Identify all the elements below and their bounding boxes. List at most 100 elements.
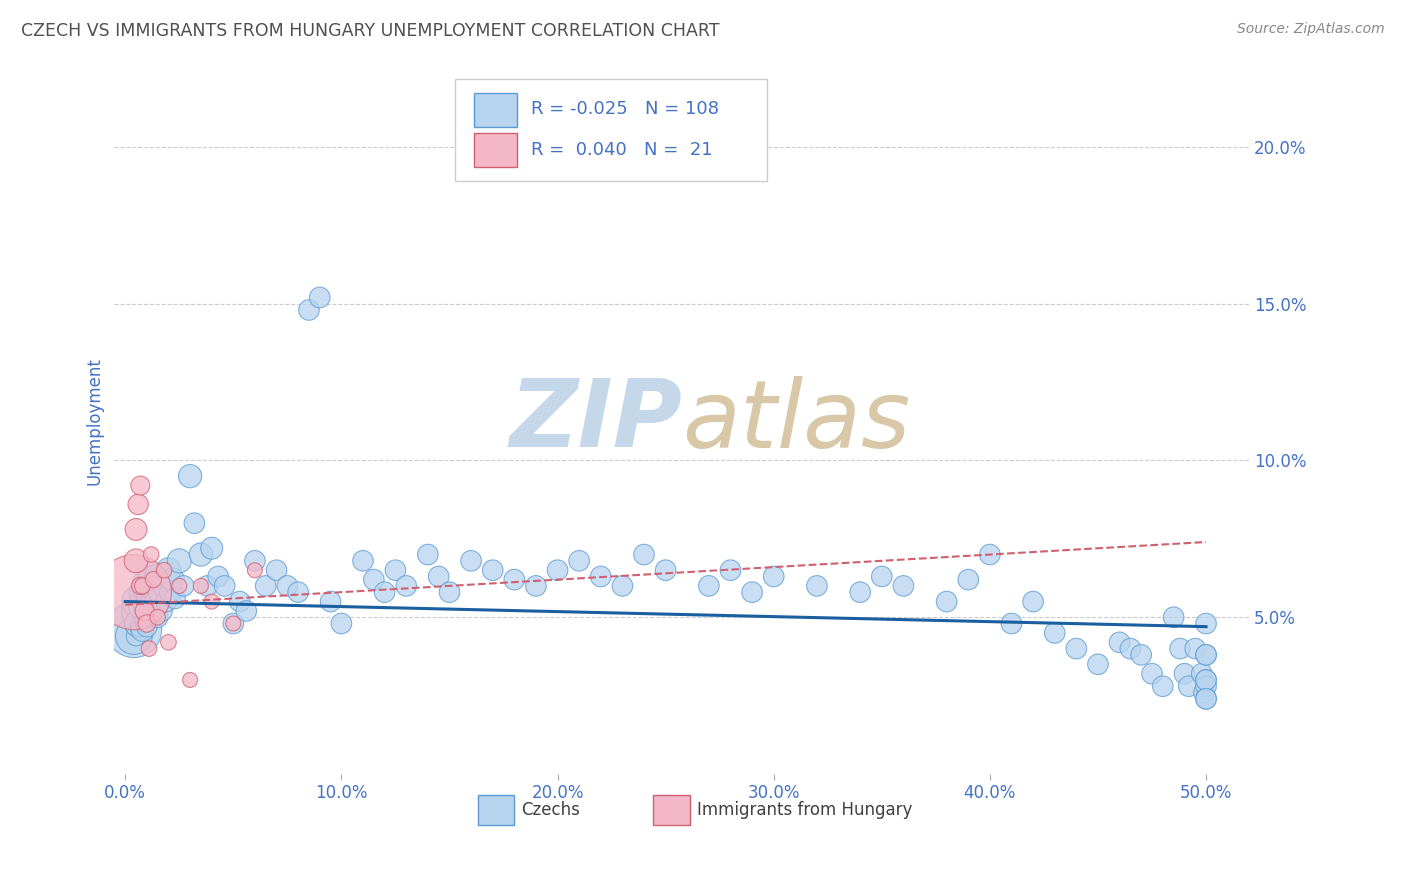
Text: CZECH VS IMMIGRANTS FROM HUNGARY UNEMPLOYMENT CORRELATION CHART: CZECH VS IMMIGRANTS FROM HUNGARY UNEMPLO…	[21, 22, 720, 40]
Point	[125, 616, 148, 631]
Point	[179, 469, 201, 483]
Point	[135, 579, 157, 593]
Point	[1195, 648, 1218, 662]
Point	[167, 554, 190, 568]
Point	[162, 573, 184, 587]
Point	[589, 569, 612, 583]
Point	[1192, 685, 1215, 699]
Point	[129, 620, 152, 634]
Point	[173, 579, 195, 593]
Point	[134, 616, 156, 631]
Point	[129, 600, 152, 615]
Point	[697, 579, 720, 593]
Point	[1195, 673, 1218, 687]
Point	[1177, 679, 1199, 693]
Point	[979, 548, 1001, 562]
Point	[222, 616, 245, 631]
Point	[131, 579, 153, 593]
Point	[146, 610, 169, 624]
Point	[957, 573, 980, 587]
Point	[127, 616, 149, 631]
Point	[125, 604, 148, 618]
Text: R = -0.025   N = 108: R = -0.025 N = 108	[531, 101, 718, 119]
Point	[163, 591, 186, 606]
Point	[134, 598, 156, 612]
Point	[142, 579, 165, 593]
Point	[1195, 691, 1218, 706]
Point	[235, 604, 257, 618]
Point	[127, 594, 149, 608]
Point	[1195, 648, 1218, 662]
Point	[1195, 691, 1218, 706]
Point	[1173, 666, 1195, 681]
Point	[153, 579, 176, 593]
Point	[190, 579, 212, 593]
Point	[214, 579, 236, 593]
Point	[1087, 657, 1109, 672]
Point	[183, 516, 205, 531]
Point	[138, 641, 160, 656]
Point	[149, 585, 172, 599]
Point	[146, 610, 169, 624]
Point	[135, 600, 157, 615]
Point	[287, 585, 309, 599]
Point	[142, 573, 165, 587]
Point	[524, 579, 547, 593]
Point	[308, 290, 330, 304]
Point	[298, 302, 321, 317]
Point	[374, 585, 396, 599]
Point	[720, 563, 742, 577]
Bar	[654, 795, 690, 825]
Point	[1108, 635, 1130, 649]
Point	[207, 569, 229, 583]
Point	[135, 616, 157, 631]
Point	[190, 548, 212, 562]
Point	[1195, 673, 1218, 687]
Point	[1195, 679, 1218, 693]
Point	[547, 563, 569, 577]
Point	[1000, 616, 1022, 631]
Point	[138, 588, 160, 602]
Point	[1119, 641, 1142, 656]
Point	[363, 573, 385, 587]
Point	[150, 604, 173, 618]
Point	[195, 579, 218, 593]
Point	[935, 594, 957, 608]
Point	[612, 579, 634, 593]
Point	[1066, 641, 1088, 656]
Point	[741, 585, 763, 599]
Point	[179, 673, 201, 687]
Point	[138, 610, 160, 624]
Point	[254, 579, 277, 593]
Point	[229, 594, 252, 608]
Bar	[474, 134, 517, 168]
Point	[654, 563, 676, 577]
Point	[146, 569, 169, 583]
Point	[243, 554, 266, 568]
Text: ZIP: ZIP	[509, 376, 682, 467]
Point	[427, 569, 450, 583]
Point	[503, 573, 526, 587]
Point	[134, 604, 156, 618]
Point	[893, 579, 915, 593]
Point	[141, 598, 163, 612]
Point	[122, 629, 145, 643]
Point	[330, 616, 353, 631]
Point	[1043, 626, 1066, 640]
Text: R =  0.040   N =  21: R = 0.040 N = 21	[531, 141, 713, 159]
Point	[460, 554, 482, 568]
Point	[1130, 648, 1153, 662]
Point	[167, 579, 190, 593]
Point	[806, 579, 828, 593]
Point	[384, 563, 406, 577]
Point	[870, 569, 893, 583]
Point	[129, 478, 152, 492]
Point	[1163, 610, 1185, 624]
Point	[141, 548, 163, 562]
Point	[131, 623, 153, 637]
Point	[762, 569, 785, 583]
Point	[122, 585, 145, 599]
Point	[416, 548, 439, 562]
Point	[395, 579, 418, 593]
Point	[157, 563, 180, 577]
